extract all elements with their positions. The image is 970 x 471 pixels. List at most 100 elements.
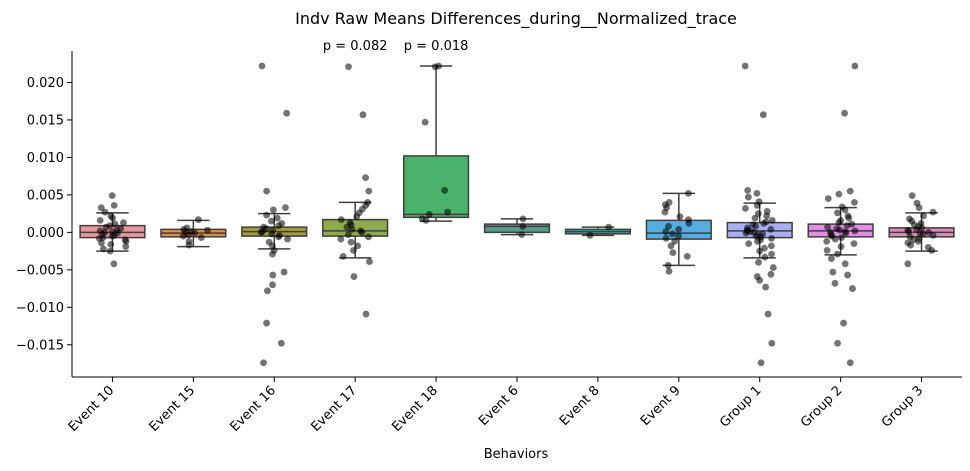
data-point — [756, 247, 764, 255]
data-point — [662, 228, 670, 236]
data-point — [111, 220, 119, 228]
box-group-event-18 — [402, 62, 470, 224]
y-tick-label: −0.010 — [16, 301, 64, 316]
data-point — [664, 261, 672, 269]
data-point — [846, 359, 854, 367]
data-point — [754, 237, 761, 245]
data-point — [753, 189, 761, 197]
y-tick-label: 0.020 — [27, 76, 64, 91]
data-point — [269, 250, 276, 258]
data-point — [760, 219, 768, 227]
data-point — [366, 258, 373, 265]
data-point — [929, 208, 937, 216]
data-point — [914, 237, 922, 245]
data-point — [905, 228, 913, 236]
data-point — [662, 234, 670, 242]
box-group-group-3 — [888, 192, 955, 268]
data-point — [108, 192, 116, 200]
data-point — [851, 62, 859, 70]
data-point — [767, 242, 775, 250]
x-tick-label: Event 16 — [228, 383, 280, 435]
data-point — [518, 231, 526, 239]
data-point — [840, 319, 847, 327]
data-point — [269, 281, 276, 289]
data-point — [928, 246, 936, 254]
box-group-group-2 — [807, 62, 874, 367]
x-tick-label: Group 2 — [798, 383, 845, 430]
data-point — [586, 231, 594, 239]
data-point — [185, 241, 193, 249]
data-point — [753, 201, 761, 209]
y-tick-label: 0.010 — [27, 151, 64, 166]
data-point — [283, 109, 291, 117]
y-tick-label: −0.005 — [16, 263, 64, 278]
data-point — [197, 234, 205, 242]
data-point — [425, 210, 433, 218]
data-point — [106, 247, 114, 255]
data-point — [667, 242, 675, 250]
data-point — [669, 249, 677, 256]
data-point — [851, 198, 858, 206]
x-tick-label: Event 9 — [638, 383, 684, 429]
data-point — [275, 222, 283, 230]
box-group-event-6 — [483, 215, 551, 239]
data-point — [194, 216, 202, 224]
data-point — [846, 187, 854, 195]
data-point — [270, 206, 277, 214]
data-point — [768, 339, 776, 347]
data-point — [768, 216, 776, 224]
data-point — [845, 214, 853, 222]
data-point — [269, 271, 277, 279]
data-point — [671, 237, 679, 245]
data-point — [108, 232, 116, 240]
data-point — [350, 273, 358, 280]
box-group-event-10 — [79, 192, 146, 268]
data-point — [851, 227, 859, 235]
data-point — [752, 222, 760, 230]
data-point — [761, 253, 769, 261]
box-iqr — [322, 218, 389, 237]
data-point — [263, 319, 271, 327]
x-tick-label: Group 3 — [879, 383, 926, 430]
data-point — [120, 219, 127, 227]
data-point — [98, 239, 105, 247]
data-point — [277, 339, 285, 347]
data-point — [519, 222, 527, 230]
y-tick-label: 0.015 — [27, 113, 64, 128]
annotations: p = 0.082 p = 0.018 — [323, 39, 469, 54]
data-point — [191, 229, 199, 237]
boxes — [79, 62, 955, 367]
box-group-event-9 — [645, 189, 712, 275]
data-point — [122, 237, 130, 245]
data-point — [343, 223, 351, 231]
data-point — [829, 268, 837, 276]
data-point — [260, 359, 267, 367]
x-tick-label: Event 18 — [389, 383, 441, 435]
data-point — [828, 255, 835, 262]
data-point — [96, 216, 104, 224]
data-point — [350, 246, 357, 254]
box-group-event-15 — [160, 216, 227, 249]
data-point — [834, 209, 841, 217]
data-point — [97, 204, 105, 212]
box-group-event-16 — [241, 62, 308, 367]
data-point — [273, 214, 281, 222]
box-iqr — [402, 155, 470, 219]
data-point — [365, 233, 372, 241]
data-point — [179, 232, 187, 240]
data-point — [685, 219, 693, 227]
x-tick-label: Event 10 — [66, 383, 118, 435]
x-tick-label: Event 6 — [476, 383, 522, 429]
data-point — [907, 241, 915, 249]
box-group-group-1 — [726, 62, 793, 367]
data-point — [264, 287, 271, 295]
data-point — [359, 111, 367, 119]
data-point — [337, 216, 345, 224]
x-tick-label: Event 15 — [147, 383, 199, 435]
data-point — [751, 214, 759, 222]
data-point — [904, 260, 912, 268]
data-point — [257, 228, 265, 236]
box-group-event-17 — [322, 63, 389, 318]
data-point — [661, 208, 669, 216]
